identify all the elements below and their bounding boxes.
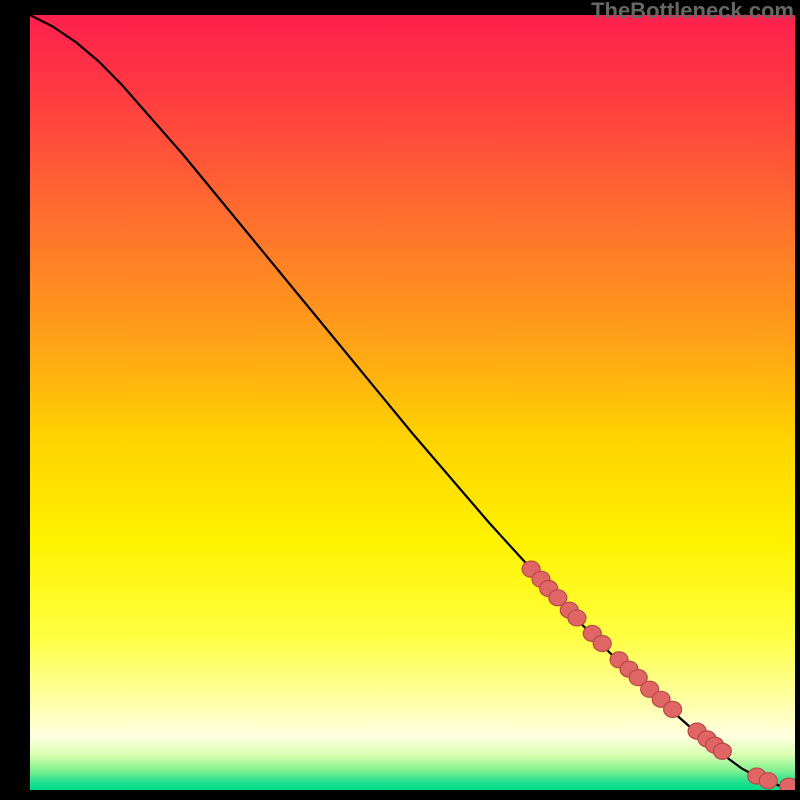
watermark-text: TheBottleneck.com (591, 0, 794, 24)
plot-svg (30, 15, 795, 790)
data-marker (593, 636, 611, 652)
gradient-background (30, 15, 795, 790)
data-marker (568, 610, 586, 626)
plot-area (30, 15, 795, 790)
data-marker (759, 773, 777, 789)
chart-frame: TheBottleneck.com (0, 0, 800, 800)
data-marker (713, 743, 731, 759)
data-marker (664, 701, 682, 717)
